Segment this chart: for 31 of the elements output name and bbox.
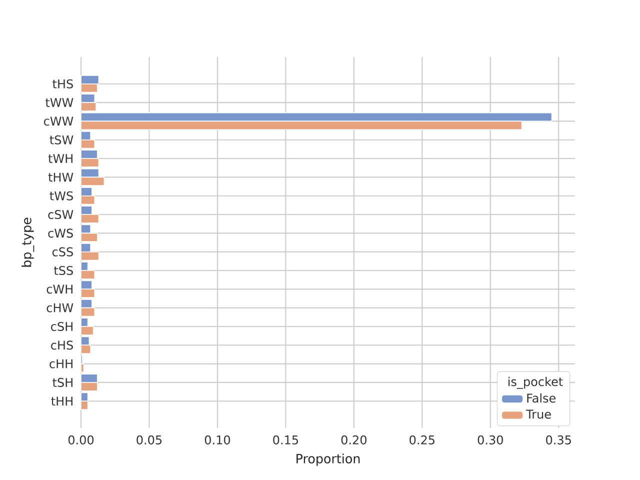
- y-tick-label: tWS: [50, 191, 73, 200]
- legend-label: False: [527, 393, 556, 403]
- legend-title: is_pocket: [508, 376, 563, 389]
- x-tick-label: 0.10: [204, 435, 230, 444]
- y-tick-label: tWH: [48, 154, 72, 163]
- x-tick-label: 0.25: [410, 435, 434, 444]
- y-tick-label: cWW: [44, 116, 74, 126]
- y-tick-label: tSW: [50, 135, 74, 144]
- y-tick-label: tWW: [46, 98, 74, 107]
- y-tick-label: tHH: [51, 396, 72, 406]
- y-tick-label: cSW: [48, 210, 74, 220]
- x-tick-label: 0.30: [478, 435, 503, 444]
- y-axis-title: bp_type: [22, 218, 34, 267]
- x-tick-label: 0.05: [136, 435, 162, 444]
- y-tick-label: cSS: [52, 247, 73, 256]
- y-tick-label: tHW: [48, 172, 74, 182]
- x-tick-label: 0.15: [273, 435, 298, 444]
- y-tick-label: cHW: [46, 303, 74, 312]
- y-tick-label: tSS: [54, 266, 73, 276]
- y-tick-label: tHS: [52, 79, 73, 88]
- y-tick-label: cHH: [50, 359, 72, 368]
- y-tick-label: cSH: [51, 322, 72, 332]
- y-tick-label: cHS: [51, 340, 73, 350]
- legend-label: True: [526, 410, 551, 419]
- x-tick-label: 0.00: [68, 435, 94, 444]
- y-tick-label: tSH: [52, 378, 72, 388]
- x-axis-title: Proportion: [296, 454, 360, 466]
- x-tick-label: 0.20: [341, 435, 366, 444]
- y-tick-label: cWS: [48, 228, 73, 238]
- y-tick-label: cWH: [46, 284, 72, 294]
- x-tick-label: 0.35: [546, 435, 571, 444]
